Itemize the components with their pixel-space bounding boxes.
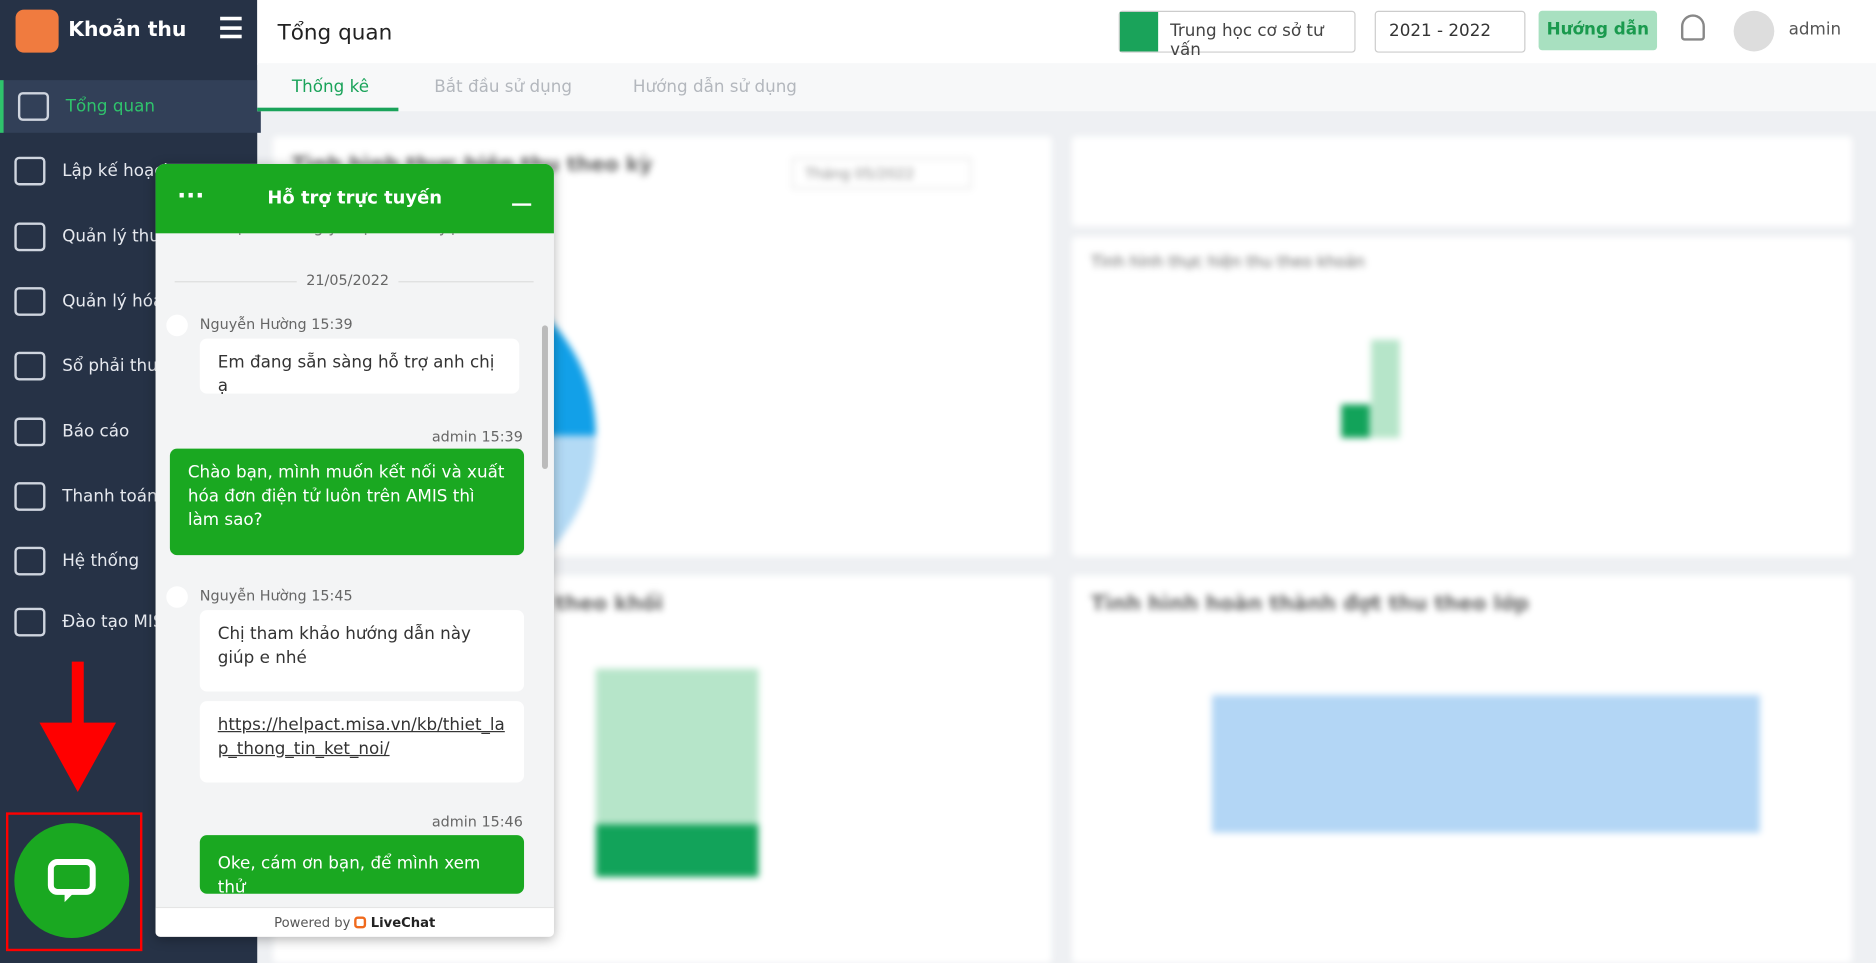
period: Tháng 05/2022 xyxy=(792,157,972,190)
avatar[interactable] xyxy=(1733,10,1775,52)
partial-message: Bạn đã đồng ý cuộc trò chuyện xyxy=(225,233,468,237)
bar xyxy=(595,824,759,877)
bar xyxy=(595,668,759,825)
menu-icon xyxy=(14,222,46,252)
header: Tổng quan Trung học cơ sở tư vấn 2021 - … xyxy=(257,0,1876,65)
menu-label: Đào tạo MIS xyxy=(62,612,164,632)
tab[interactable]: Hướng dẫn sử dụng xyxy=(632,77,797,97)
bell[interactable] xyxy=(1680,14,1705,41)
tab[interactable]: Thống kê xyxy=(291,77,370,97)
menu-label: Báo cáo xyxy=(62,422,130,442)
bar xyxy=(1341,404,1370,438)
menu-label: Thanh toán xyxy=(62,486,158,507)
message: Chào bạn, mình muốn kết nối và xuất hóa … xyxy=(169,448,525,556)
powered: Powered by xyxy=(274,915,351,931)
card-title: Tình hình thực hiện thu theo khoản xyxy=(1091,253,1365,272)
card-title: theo khối xyxy=(555,592,664,617)
menu-label: Hệ thống xyxy=(62,551,140,571)
sender: admin 15:46 xyxy=(431,813,523,831)
chat-widget: ··· Hỗ trợ trực tuyến Bạn đã đồng ý cuộc… xyxy=(155,163,554,937)
sender: Nguyễn Hường 15:39 xyxy=(199,315,353,333)
school: Trung học cơ sở tư vấn xyxy=(1170,21,1324,60)
arrow-shaft xyxy=(71,661,84,728)
page-title: Tổng quan xyxy=(277,20,393,46)
card xyxy=(1072,136,1853,227)
menu-item[interactable]: Quản lý hóa xyxy=(0,275,257,328)
highlight-box xyxy=(5,812,143,952)
menu-label: Lập kế hoạch xyxy=(62,161,175,181)
agent-avatar xyxy=(166,314,188,337)
year-select[interactable]: 2021 - 2022 xyxy=(1374,10,1526,53)
menu-icon xyxy=(14,546,46,576)
menu-toggle[interactable] xyxy=(220,16,242,39)
menu-item[interactable]: Đào tạo MIS xyxy=(0,596,257,649)
menu-item[interactable]: Sổ phải thu, xyxy=(0,340,257,393)
menu-icon xyxy=(14,482,46,511)
menu-item[interactable]: Thanh toán xyxy=(0,470,257,523)
chat-button[interactable] xyxy=(14,823,130,939)
sender: admin 15:39 xyxy=(431,428,523,446)
arrow-head xyxy=(39,722,117,793)
date: 21/05/2022 xyxy=(296,271,399,289)
message: Oke, cám ơn bạn, để mình xem thử xyxy=(199,835,525,897)
menu-label: Quản lý hóa xyxy=(62,291,164,312)
bar xyxy=(1371,339,1400,438)
menu-icon xyxy=(14,351,46,381)
chat-title: Hỗ trợ trực tuyến xyxy=(267,186,443,209)
logo xyxy=(15,9,59,53)
year: 2021 - 2022 xyxy=(1389,21,1492,41)
agent-avatar xyxy=(166,586,188,608)
brand: Khoản thu xyxy=(68,17,187,42)
school-select[interactable]: Trung học cơ sở tư vấn xyxy=(1118,10,1356,60)
menu-icon xyxy=(14,607,46,637)
sender: Nguyễn Hường 15:45 xyxy=(199,587,353,605)
menu-item[interactable]: Lập kế hoạch xyxy=(0,145,257,198)
user[interactable]: admin xyxy=(1788,20,1842,40)
menu-item[interactable]: Tổng quan xyxy=(0,80,261,133)
menu-label: Tổng quan xyxy=(65,96,155,117)
menu-icon xyxy=(14,417,46,447)
menu-label: Quản lý thu xyxy=(62,227,160,247)
tab-underline xyxy=(257,107,399,112)
tabs: Thống kê Bắt đầu sử dụng Hướng dẫn sử dụ… xyxy=(257,63,1876,112)
card: Tình hình thực hiện thu theo khoản xyxy=(1072,236,1853,557)
card-title: Tình hình hoàn thành đợt thu theo lớp xyxy=(1091,592,1529,617)
link[interactable]: https://helpact.misa.vn/kb/thiet_lap_tho… xyxy=(199,701,525,783)
card: Tình hình hoàn thành đợt thu theo lớp xyxy=(1072,575,1853,963)
chat-footer: Powered by LiveChat xyxy=(155,906,554,937)
menu-item[interactable]: Báo cáo xyxy=(0,406,257,459)
menu-icon xyxy=(14,156,46,186)
message: Em đang sẵn sàng hỗ trợ anh chị ạ xyxy=(199,338,520,396)
guide-button[interactable]: Hướng dẫn xyxy=(1538,10,1658,51)
chat-menu[interactable]: ··· xyxy=(177,180,205,210)
scrollbar xyxy=(541,325,548,470)
message: Chị tham khảo hướng dẫn này giúp e nhé xyxy=(199,610,525,692)
bar xyxy=(1211,695,1760,833)
menu-icon xyxy=(17,92,50,121)
chat-header: ··· Hỗ trợ trực tuyến xyxy=(155,163,554,234)
menu-icon xyxy=(14,287,46,316)
menu-item[interactable]: Quản lý thu xyxy=(0,211,257,264)
tab[interactable]: Bắt đầu sử dụng xyxy=(434,77,572,97)
livechat: LiveChat xyxy=(370,915,436,931)
menu-item[interactable]: Hệ thống xyxy=(0,535,257,588)
chat-minimize[interactable] xyxy=(512,203,532,206)
menu-label: Sổ phải thu, xyxy=(62,356,164,376)
